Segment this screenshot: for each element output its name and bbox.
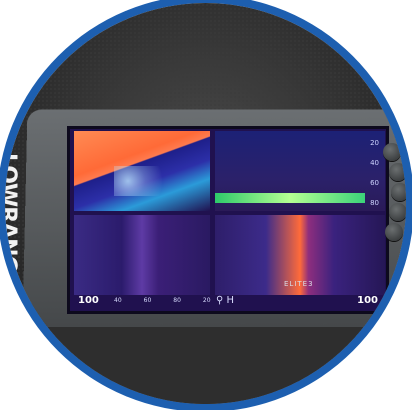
bottom-tick: 60 [143, 297, 152, 304]
depth-tick: 20 [370, 139, 379, 147]
sonar-pane-top-right: 20 40 60 80 [215, 131, 385, 211]
sonar-pane-bottom-right [215, 215, 385, 295]
status-symbols: ⚲ H [216, 295, 235, 306]
bottom-tick: 20 [202, 297, 211, 304]
brand-label: LOWRANCE [5, 153, 20, 285]
side-button[interactable] [391, 183, 406, 201]
depth-tick: 80 [370, 199, 379, 207]
depth-tick: 60 [370, 179, 379, 187]
side-button[interactable] [385, 223, 403, 241]
bottom-tick: 80 [173, 297, 181, 304]
bottom-tick: 40 [114, 297, 122, 304]
side-button[interactable] [389, 203, 406, 221]
bottom-right-value: 100 [357, 295, 378, 306]
model-label: ELITE3 [284, 280, 314, 288]
sonar-pane-bottom-left [74, 215, 210, 295]
bottom-left-value: 100 [78, 295, 99, 306]
depth-scale: 20 40 60 80 [370, 133, 379, 211]
side-button[interactable] [383, 143, 401, 161]
display-screen: 20 40 60 80 100 100 40 60 80 20 ⚲ H [67, 126, 389, 314]
side-button[interactable] [389, 163, 406, 181]
photo-frame: LOWRANCE 20 40 60 80 100 100 40 60 80 2 [5, 3, 406, 404]
sonar-pane-top-left [74, 131, 210, 211]
depth-tick: 40 [370, 159, 379, 167]
sonar-bottom-band [215, 193, 365, 203]
bottom-ticks: 40 60 80 20 [114, 297, 211, 304]
